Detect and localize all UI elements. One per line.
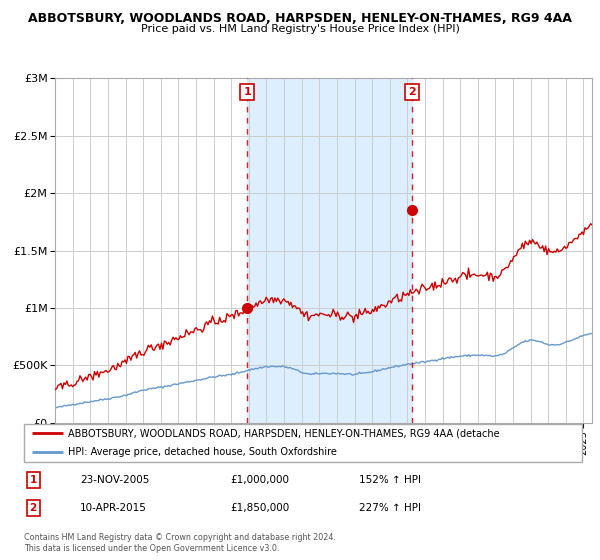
Text: HPI: Average price, detached house, South Oxfordshire: HPI: Average price, detached house, Sout… xyxy=(68,447,337,458)
Text: 2: 2 xyxy=(408,87,416,97)
Text: 23-NOV-2005: 23-NOV-2005 xyxy=(80,475,149,484)
Text: Contains HM Land Registry data © Crown copyright and database right 2024.
This d: Contains HM Land Registry data © Crown c… xyxy=(24,533,336,553)
Text: £1,000,000: £1,000,000 xyxy=(230,475,289,484)
Text: 1: 1 xyxy=(243,87,251,97)
Text: 152% ↑ HPI: 152% ↑ HPI xyxy=(359,475,421,484)
Text: £1,850,000: £1,850,000 xyxy=(230,503,290,513)
Text: 2: 2 xyxy=(29,503,37,513)
Bar xyxy=(247,78,412,423)
Text: 227% ↑ HPI: 227% ↑ HPI xyxy=(359,503,421,513)
Text: ABBOTSBURY, WOODLANDS ROAD, HARPSDEN, HENLEY-ON-THAMES, RG9 4AA: ABBOTSBURY, WOODLANDS ROAD, HARPSDEN, HE… xyxy=(28,12,572,25)
Text: 1: 1 xyxy=(29,475,37,484)
Text: ABBOTSBURY, WOODLANDS ROAD, HARPSDEN, HENLEY-ON-THAMES, RG9 4AA (detache: ABBOTSBURY, WOODLANDS ROAD, HARPSDEN, HE… xyxy=(68,428,499,438)
Text: 10-APR-2015: 10-APR-2015 xyxy=(80,503,146,513)
Text: Price paid vs. HM Land Registry's House Price Index (HPI): Price paid vs. HM Land Registry's House … xyxy=(140,24,460,34)
